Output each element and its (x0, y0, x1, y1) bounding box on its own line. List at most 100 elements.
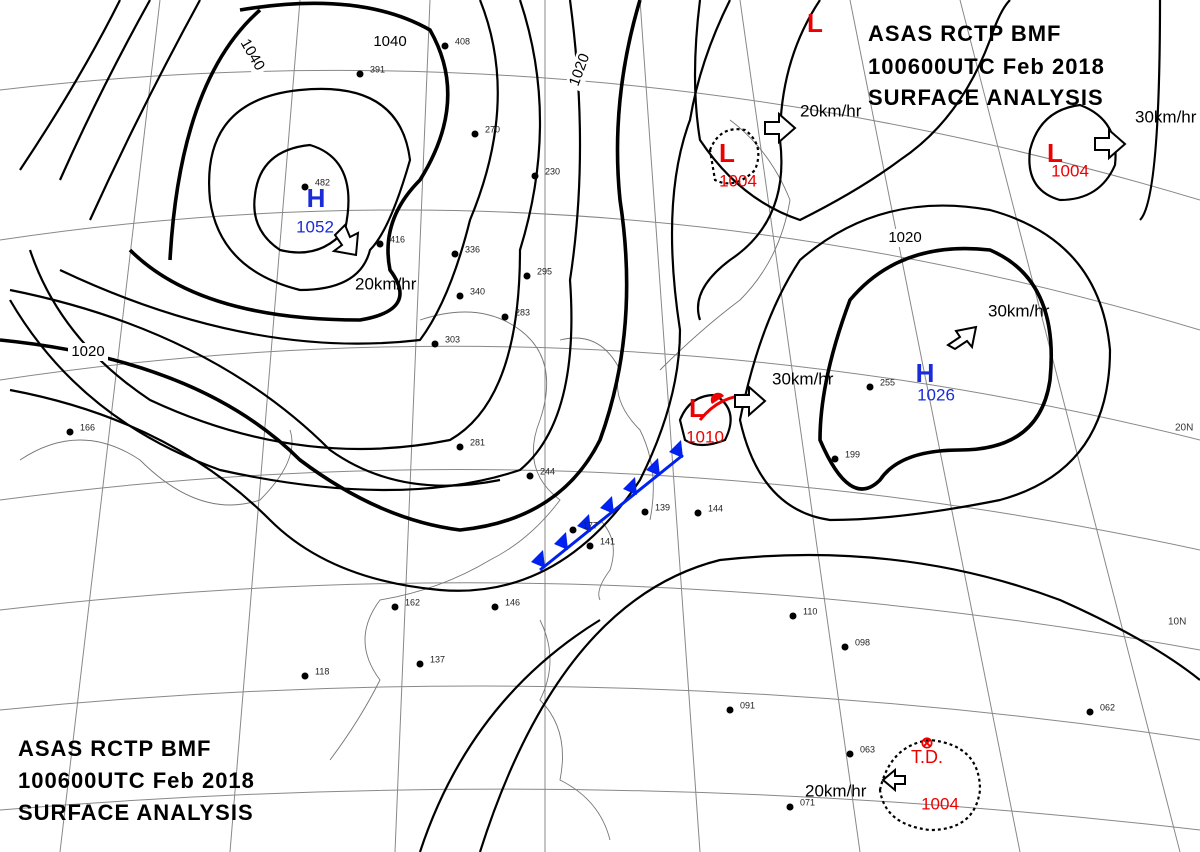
motion-speed: 30km/hr (988, 301, 1050, 320)
header-line: ASAS RCTP BMF (868, 21, 1062, 46)
station-dot (866, 383, 874, 391)
station-dot (523, 272, 531, 280)
station-pressure: 062 (1100, 702, 1115, 712)
station-pressure: 110 (803, 606, 817, 616)
coastlines (19, 119, 791, 841)
station-pressure: 063 (860, 744, 875, 754)
cold-front-barbs (531, 440, 683, 568)
station-dot (456, 292, 464, 300)
system-pressure: 1026 (917, 385, 955, 404)
label-bg (370, 33, 410, 51)
station-pressure: 482 (315, 177, 330, 187)
station-pressure: 340 (470, 286, 485, 296)
motion-speed: 20km/hr (800, 101, 862, 120)
station-dot (586, 542, 594, 550)
header-line: SURFACE ANALYSIS (868, 85, 1104, 110)
station-dot (416, 660, 424, 668)
station-pressure: 408 (455, 36, 470, 46)
warm-front-bump (710, 392, 724, 404)
station-pressure: 283 (515, 307, 530, 317)
motion-speed: 20km/hr (355, 274, 417, 293)
station-pressure: 270 (485, 124, 500, 134)
station-dot (66, 428, 74, 436)
station-dot (694, 509, 702, 517)
latitude-label: 20N (1175, 423, 1193, 434)
isobar-label: 1020 (71, 343, 104, 360)
station-pressure: 295 (537, 266, 552, 276)
station-dot (441, 42, 449, 50)
header-line: SURFACE ANALYSIS (18, 800, 254, 825)
motion-speed: 30km/hr (1135, 107, 1197, 126)
system-symbol: L (807, 8, 823, 38)
station-pressure: 137 (430, 654, 445, 664)
station-pressure: 141 (600, 536, 615, 546)
station-pressure: 139 (655, 502, 670, 512)
station-pressure: 071 (800, 797, 815, 807)
station-dot (431, 340, 439, 348)
station-pressure: 303 (445, 334, 460, 344)
station-dot (726, 706, 734, 714)
station-pressure: 416 (390, 234, 405, 244)
header-line: 100600UTC Feb 2018 (18, 768, 255, 793)
station-pressure: 199 (845, 449, 860, 459)
station-dot (301, 183, 309, 191)
label-bg (234, 33, 270, 77)
system-symbol: H (307, 183, 326, 213)
label-bg (564, 48, 596, 92)
station-pressure: 391 (370, 64, 385, 74)
station-dot (301, 672, 309, 680)
system-pressure: 1004 (719, 171, 757, 190)
label-bg (68, 343, 108, 361)
station-dot (491, 603, 499, 611)
system-pressure: 1010 (686, 427, 724, 446)
station-pressure: 255 (880, 377, 895, 387)
station-dot (786, 803, 794, 811)
station-dot (376, 240, 384, 248)
station-pressure: 146 (505, 597, 520, 607)
header-line: ASAS RCTP BMF (18, 736, 212, 761)
header-line: 100600UTC Feb 2018 (868, 54, 1105, 79)
station-pressure: 230 (545, 166, 560, 176)
station-dot (831, 455, 839, 463)
system-symbol: L (689, 393, 705, 423)
system-pressure: 1052 (296, 217, 334, 236)
system-pressure: 1004 (1051, 161, 1089, 180)
station-dot (641, 508, 649, 516)
system-pressure: 1004 (921, 794, 959, 813)
station-dot (846, 750, 854, 758)
station-pressure: 244 (540, 466, 555, 476)
station-pressure: 091 (740, 700, 755, 710)
station-pressure: 336 (465, 244, 480, 254)
station-pressure: 166 (80, 422, 95, 432)
station-dot (1086, 708, 1094, 716)
latitude-label: 10N (1168, 617, 1186, 628)
station-dot (569, 526, 577, 534)
station-pressure: 281 (470, 437, 485, 447)
station-dot (531, 172, 539, 180)
station-dot (451, 250, 459, 258)
station-dot (391, 603, 399, 611)
isobar-label: 1040 (373, 33, 406, 50)
station-dot (501, 313, 509, 321)
station-pressure: 098 (855, 637, 870, 647)
motion-arrows (331, 111, 1127, 793)
system-symbol: L (1047, 138, 1063, 168)
station-pressure: 144 (708, 503, 723, 513)
station-pressure: 162 (405, 597, 420, 607)
system-symbol: L (719, 138, 735, 168)
station-dot (456, 443, 464, 451)
motion-speed: 20km/hr (805, 781, 867, 800)
station-pressure: 118 (315, 666, 329, 676)
motion-speed: 30km/hr (772, 369, 834, 388)
station-pressure: 177 (583, 520, 598, 530)
station-dot (841, 643, 849, 651)
system-symbol: H (916, 358, 935, 388)
isobar-label: 1020 (888, 229, 921, 246)
td-marker: ⊗ (920, 735, 933, 752)
system-symbol: T.D. (911, 747, 943, 767)
station-dot (356, 70, 364, 78)
